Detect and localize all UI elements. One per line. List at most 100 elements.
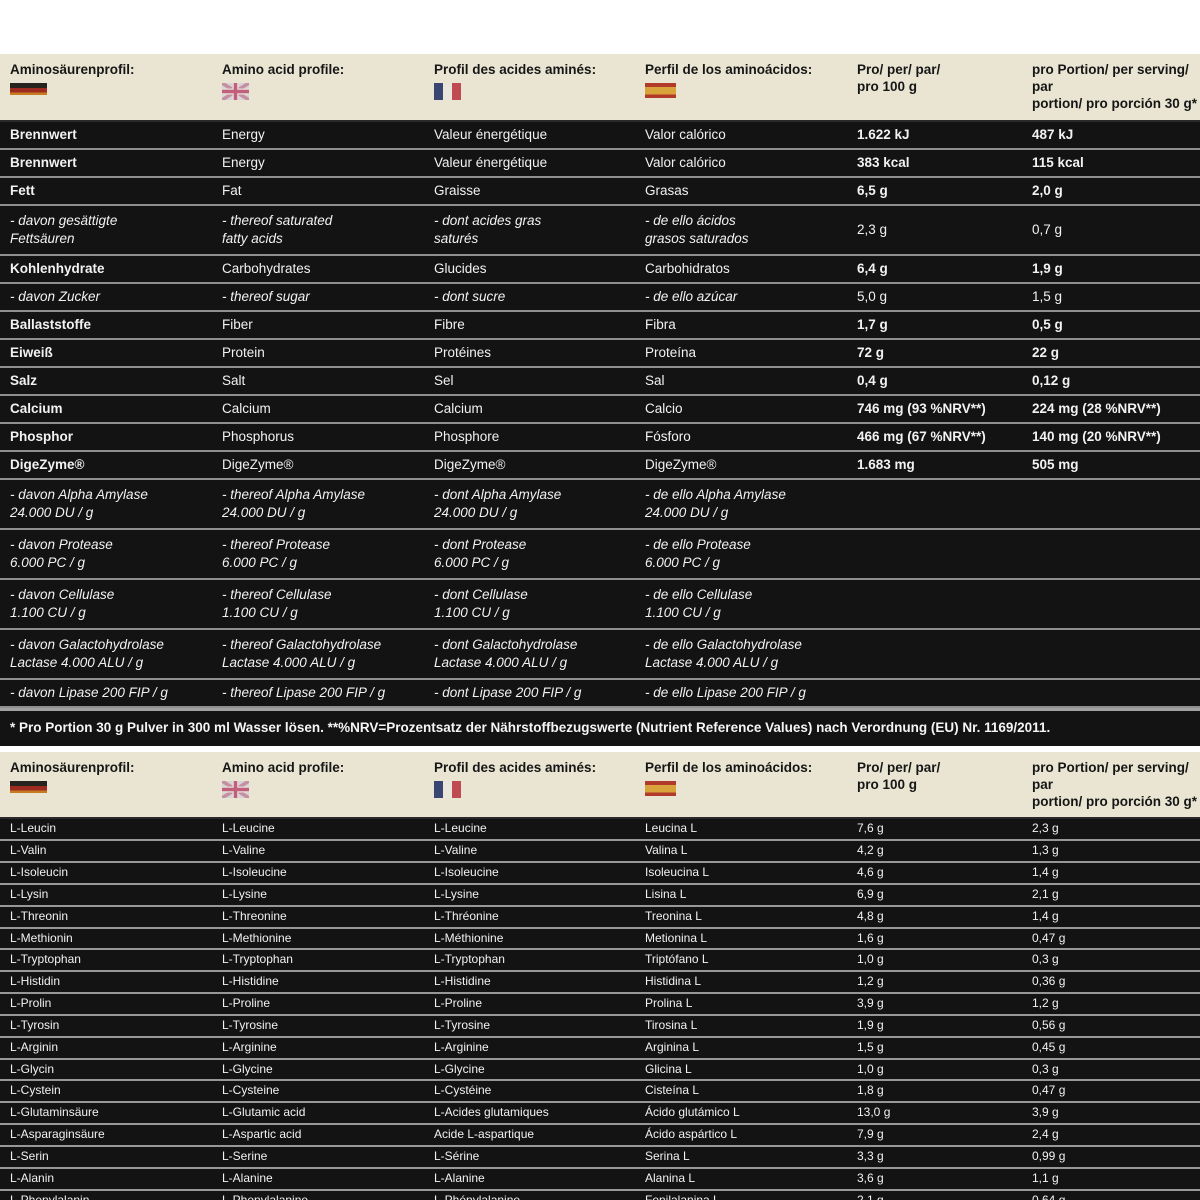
header-col-spanish: Perfil de los aminoácidos: <box>645 62 857 98</box>
cell-german: L-Asparaginsäure <box>10 1127 105 1142</box>
cell-german: L-Lysin <box>10 886 49 901</box>
cell-french: L-Histidine <box>434 974 491 989</box>
cell-german: L-Prolin <box>10 996 52 1011</box>
nutrition-table-row: - davon Cellulase 1.100 CU / g - thereof… <box>0 580 1200 630</box>
cell-per-serving: 3,9 g <box>1032 1105 1059 1120</box>
cell-per-serving: 22 g <box>1032 344 1060 360</box>
cell-spanish: Histidina L <box>645 974 702 989</box>
cell-german: L-Serin <box>10 1148 49 1163</box>
cell-french: L-Tyrosine <box>434 1017 491 1032</box>
cell-french: L-Proline <box>434 996 483 1011</box>
cell-english: L-Threonine <box>222 908 287 923</box>
cell-german: L-Isoleucin <box>10 865 69 880</box>
cell-german: DigeZyme® <box>10 456 85 472</box>
cell-spanish: DigeZyme® <box>645 456 717 472</box>
header-label-spanish: Perfil de los aminoácidos: <box>645 759 813 775</box>
cell-french: DigeZyme® <box>434 456 506 472</box>
cell-french: Calcium <box>434 400 483 416</box>
cell-english: L-Tryptophan <box>222 952 293 967</box>
cell-english: - thereof Lipase 200 FIP / g <box>222 684 386 700</box>
amino-table-row: L-Cystein L-Cysteine L-Cystéine Cisteína… <box>0 1081 1200 1104</box>
cell-french: L-Méthionine <box>434 930 504 945</box>
header-col-per-serving: pro Portion/ per serving/ par portion/ p… <box>1032 760 1200 811</box>
cell-per-serving: 0,5 g <box>1032 316 1063 332</box>
cell-per-100g: 1,0 g <box>857 1061 884 1076</box>
cell-per-100g: 72 g <box>857 344 885 360</box>
nutrition-table-row: Fett Fat Graisse Grasas 6,5 g 2,0 g <box>0 178 1200 206</box>
cell-english: L-Glycine <box>222 1061 273 1076</box>
cell-per-100g: 1,5 g <box>857 1039 884 1054</box>
cell-german: L-Phenylalanin <box>10 1192 90 1200</box>
cell-spanish: Glicina L <box>645 1061 692 1076</box>
nutrition-table-row: Calcium Calcium Calcium Calcio 746 mg (9… <box>0 396 1200 424</box>
cell-english: L-Histidine <box>222 974 279 989</box>
cell-french: L-Lysine <box>434 886 479 901</box>
cell-german: - davon Cellulase 1.100 CU / g <box>10 586 115 620</box>
cell-french: - dont acides gras saturés <box>434 212 542 246</box>
cell-german: - davon gesättigte Fettsäuren <box>10 212 118 246</box>
cell-per-100g: 466 mg (67 %NRV**) <box>857 428 986 444</box>
cell-per-serving: 2,3 g <box>1032 821 1059 836</box>
header-col-per-100g: Pro/ per/ par/ pro 100 g <box>857 62 1032 96</box>
nutrition-table-row: Kohlenhydrate Carbohydrates Glucides Car… <box>0 256 1200 284</box>
cell-english: DigeZyme® <box>222 456 294 472</box>
nutrition-table-row: - davon gesättigte Fettsäuren - thereof … <box>0 206 1200 256</box>
cell-english: - thereof saturated fatty acids <box>222 212 333 246</box>
cell-english: - thereof Galactohydrolase Lactase 4.000… <box>222 636 382 670</box>
cell-per-serving: 0,3 g <box>1032 952 1059 967</box>
cell-spanish: - de ello Cellulase 1.100 CU / g <box>645 586 753 620</box>
cell-english: L-Methionine <box>222 930 292 945</box>
section-gap <box>0 745 1200 752</box>
amino-table-row: L-Tyrosin L-Tyrosine L-Tyrosine Tirosina… <box>0 1016 1200 1038</box>
cell-per-serving: 1,3 g <box>1032 843 1059 858</box>
cell-english: Fiber <box>222 316 253 332</box>
cell-spanish: Fibra <box>645 316 676 332</box>
cell-english: Calcium <box>222 400 271 416</box>
cell-per-100g: 1,2 g <box>857 974 884 989</box>
header-col-german: Aminosäurenprofil: <box>10 62 222 95</box>
cell-german: L-Tyrosin <box>10 1017 60 1032</box>
cell-english: L-Tyrosine <box>222 1017 279 1032</box>
cell-french: Valeur énergétique <box>434 126 548 142</box>
cell-per-serving: 487 kJ <box>1032 126 1074 142</box>
cell-english: - thereof Cellulase 1.100 CU / g <box>222 586 332 620</box>
amino-table-row: L-Phenylalanin L-Phenylalanine L-Phényla… <box>0 1191 1200 1200</box>
flag-spain-icon <box>645 780 676 796</box>
nutrition-table-row: - davon Galactohydrolase Lactase 4.000 A… <box>0 630 1200 680</box>
header-label-per-serving: pro Portion/ per serving/ par portion/ p… <box>1032 759 1197 809</box>
nutrition-table-header: Aminosäurenprofil: Amino acid profile: P… <box>0 54 1200 122</box>
amino-table-row: L-Arginin L-Arginine L-Arginine Arginina… <box>0 1038 1200 1060</box>
flag-germany-icon <box>10 780 47 793</box>
cell-french: Phosphore <box>434 428 500 444</box>
nutrition-table-row: Ballaststoffe Fiber Fibre Fibra 1,7 g 0,… <box>0 312 1200 340</box>
cell-spanish: Valor calórico <box>645 154 726 170</box>
cell-spanish: - de ello Protease 6.000 PC / g <box>645 536 751 570</box>
cell-per-100g: 6,9 g <box>857 886 884 901</box>
cell-french: - dont Cellulase 1.100 CU / g <box>434 586 528 620</box>
cell-german: Brennwert <box>10 154 77 170</box>
cell-spanish: Ácido aspártico L <box>645 1127 738 1142</box>
cell-german: L-Histidin <box>10 974 61 989</box>
cell-english: - thereof sugar <box>222 288 310 304</box>
cell-english: Energy <box>222 154 265 170</box>
amino-table-row: L-Glycin L-Glycine L-Glycine Glicina L 1… <box>0 1060 1200 1082</box>
cell-spanish: - de ello ácidos grasos saturados <box>645 212 749 246</box>
cell-spanish: Tirosina L <box>645 1017 698 1032</box>
header-col-german: Aminosäurenprofil: <box>10 760 222 793</box>
cell-per-serving: 0,64 g <box>1032 1192 1066 1200</box>
cell-spanish: - de ello Lipase 200 FIP / g <box>645 684 806 700</box>
cell-english: L-Leucine <box>222 821 275 836</box>
nutrition-table-row: Eiweiß Protein Protéines Proteína 72 g 2… <box>0 340 1200 368</box>
top-margin <box>0 0 1200 54</box>
cell-per-100g: 4,2 g <box>857 843 884 858</box>
cell-spanish: Grasas <box>645 182 689 198</box>
cell-french: L-Tryptophan <box>434 952 505 967</box>
nutrition-table-row: Brennwert Energy Valeur énergétique Valo… <box>0 122 1200 150</box>
cell-spanish: Sal <box>645 372 665 388</box>
cell-per-serving: 0,47 g <box>1032 930 1066 945</box>
cell-german: Ballaststoffe <box>10 316 92 332</box>
cell-spanish: Fósforo <box>645 428 691 444</box>
header-label-per-serving: pro Portion/ per serving/ par portion/ p… <box>1032 62 1197 111</box>
cell-english: - thereof Alpha Amylase 24.000 DU / g <box>222 486 366 520</box>
cell-spanish: Ácido glutámico L <box>645 1105 740 1120</box>
